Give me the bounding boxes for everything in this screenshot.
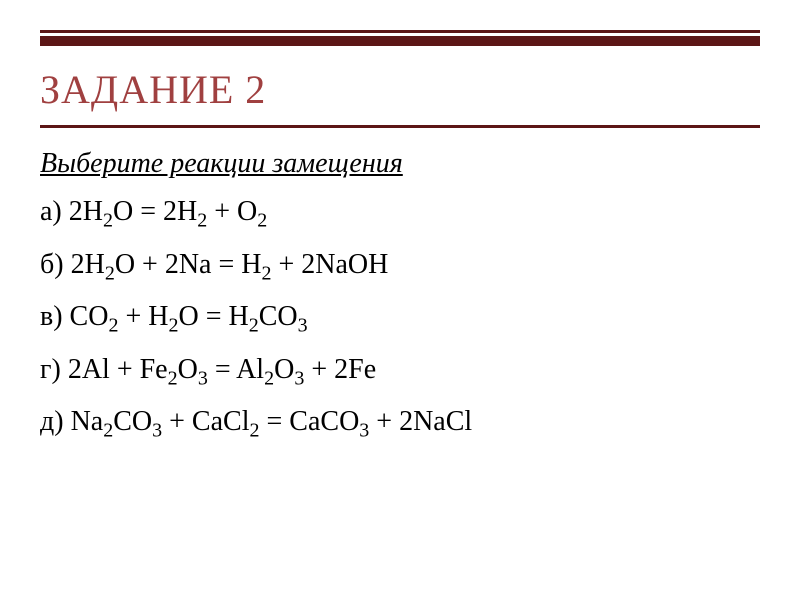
top-bar-thick: [40, 36, 760, 46]
equation-c: в) CO2 + H2O = H2CO3: [40, 297, 760, 340]
equation-d-label: г): [40, 354, 68, 385]
equation-c-label: в): [40, 301, 70, 332]
top-bar-thin: [40, 30, 760, 33]
slide-container: ЗАДАНИЕ 2 Выберите реакции замещения а) …: [0, 0, 800, 600]
equation-b: б) 2H2O + 2Na = H2 + 2NaOH: [40, 245, 760, 288]
equation-a: а) 2H2O = 2H2 + O2: [40, 192, 760, 235]
equation-b-label: б): [40, 249, 71, 280]
title-divider: [40, 125, 760, 128]
equation-e: д) Na2CO3 + CaCl2 = CaCO3 + 2NaCl: [40, 402, 760, 445]
equation-d: г) 2Al + Fe2O3 = Al2O3 + 2Fe: [40, 350, 760, 393]
instruction-text: Выберите реакции замещения: [40, 148, 760, 180]
equation-e-label: д): [40, 406, 71, 437]
equation-a-label: а): [40, 196, 69, 227]
slide-title: ЗАДАНИЕ 2: [40, 66, 760, 113]
